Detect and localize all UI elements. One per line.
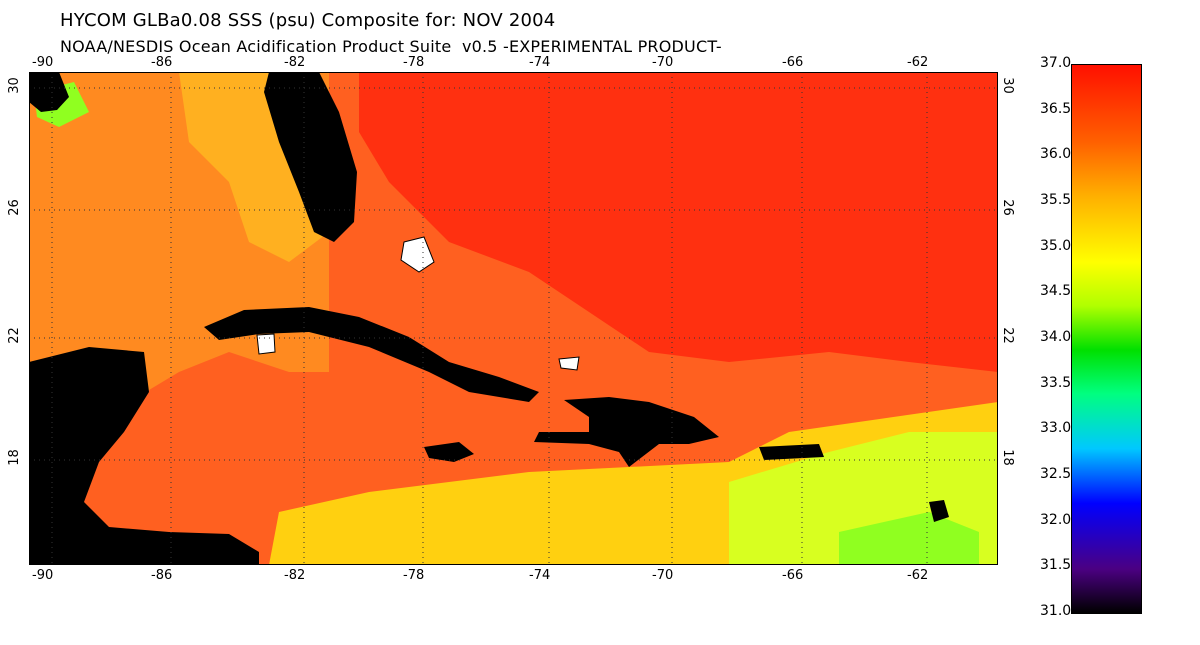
lon-tick-bottom: -78 (403, 568, 425, 583)
lon-tick-bottom: -62 (907, 568, 929, 583)
colorbar-tick-label: 31.0 (1040, 603, 1072, 619)
cuba-white-patch (256, 333, 276, 355)
lon-tick-top: -78 (403, 55, 425, 70)
lon-tick-bottom: -86 (151, 568, 173, 583)
map-frame (29, 72, 998, 565)
colorbar-tick-label: 34.0 (1040, 329, 1072, 345)
us-gulf-coast (29, 72, 69, 112)
colorbar-tick-label: 31.5 (1040, 557, 1072, 574)
cuba (204, 307, 539, 402)
salinity-colorbar (1071, 64, 1142, 614)
map-subtitle: NOAA/NESDIS Ocean Acidification Product … (60, 37, 722, 56)
lon-tick-bottom: -90 (32, 568, 54, 583)
inagua-island (558, 356, 580, 371)
colorbar-tick-label: 35.5 (1040, 192, 1072, 208)
lon-tick-top: -90 (32, 55, 54, 70)
florida (264, 72, 357, 242)
lat-tick-left: 18 (6, 449, 22, 466)
colorbar-tick-label: 32.0 (1040, 511, 1072, 528)
graticule (29, 72, 998, 565)
hispaniola (534, 397, 719, 467)
lon-tick-bottom: -66 (782, 568, 804, 583)
colorbar-tick-label: 35.0 (1040, 237, 1072, 254)
lon-tick-bottom: -70 (652, 568, 674, 583)
colorbar-tick-label: 32.5 (1040, 466, 1072, 482)
lon-tick-bottom: -82 (284, 568, 306, 583)
lon-tick-top: -82 (284, 55, 306, 70)
lon-tick-top: -62 (907, 55, 929, 70)
lat-tick-right: 30 (999, 77, 1015, 94)
colorbar-tick-label: 37.0 (1040, 55, 1072, 71)
low-salinity-patch (839, 512, 979, 565)
lat-tick-right: 18 (999, 449, 1015, 466)
map-title: HYCOM GLBa0.08 SSS (psu) Composite for: … (60, 10, 556, 31)
colorbar-tick-label: 36.5 (1040, 100, 1072, 117)
bahamas-andros (400, 236, 435, 273)
lat-tick-left: 26 (6, 199, 22, 216)
colorbar-tick-label: 33.0 (1040, 420, 1072, 437)
salinity-map (29, 72, 998, 565)
lat-tick-right: 26 (999, 199, 1015, 216)
lon-tick-bottom: -74 (529, 568, 551, 583)
lon-tick-top: -74 (529, 55, 551, 70)
colorbar-tick-label: 33.5 (1040, 374, 1072, 391)
lesser-antilles (929, 500, 949, 522)
salinity-map-svg (29, 72, 998, 565)
colorbar-tick-label: 34.5 (1040, 283, 1072, 300)
lon-tick-top: -70 (652, 55, 674, 70)
puerto-rico (759, 444, 824, 460)
colorbar-tick-label: 36.0 (1040, 146, 1072, 163)
atlantic-high-salinity (359, 72, 998, 372)
yucatan (29, 347, 259, 565)
lat-tick-right: 22 (999, 327, 1015, 344)
jamaica (424, 442, 474, 462)
lon-tick-top: -86 (151, 55, 173, 70)
lat-tick-left: 30 (6, 77, 22, 94)
lat-tick-left: 22 (6, 327, 22, 344)
lon-tick-top: -66 (782, 55, 804, 70)
